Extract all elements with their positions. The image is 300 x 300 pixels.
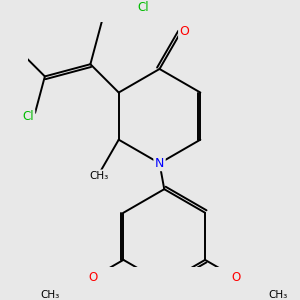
Text: N: N bbox=[155, 157, 164, 170]
Text: CH₃: CH₃ bbox=[89, 171, 108, 181]
Text: CH₃: CH₃ bbox=[269, 290, 288, 300]
Text: O: O bbox=[180, 25, 190, 38]
Text: Cl: Cl bbox=[137, 1, 148, 13]
Text: CH₃: CH₃ bbox=[40, 290, 60, 300]
Text: Cl: Cl bbox=[22, 110, 34, 123]
Text: O: O bbox=[88, 271, 98, 284]
Text: O: O bbox=[231, 271, 240, 284]
